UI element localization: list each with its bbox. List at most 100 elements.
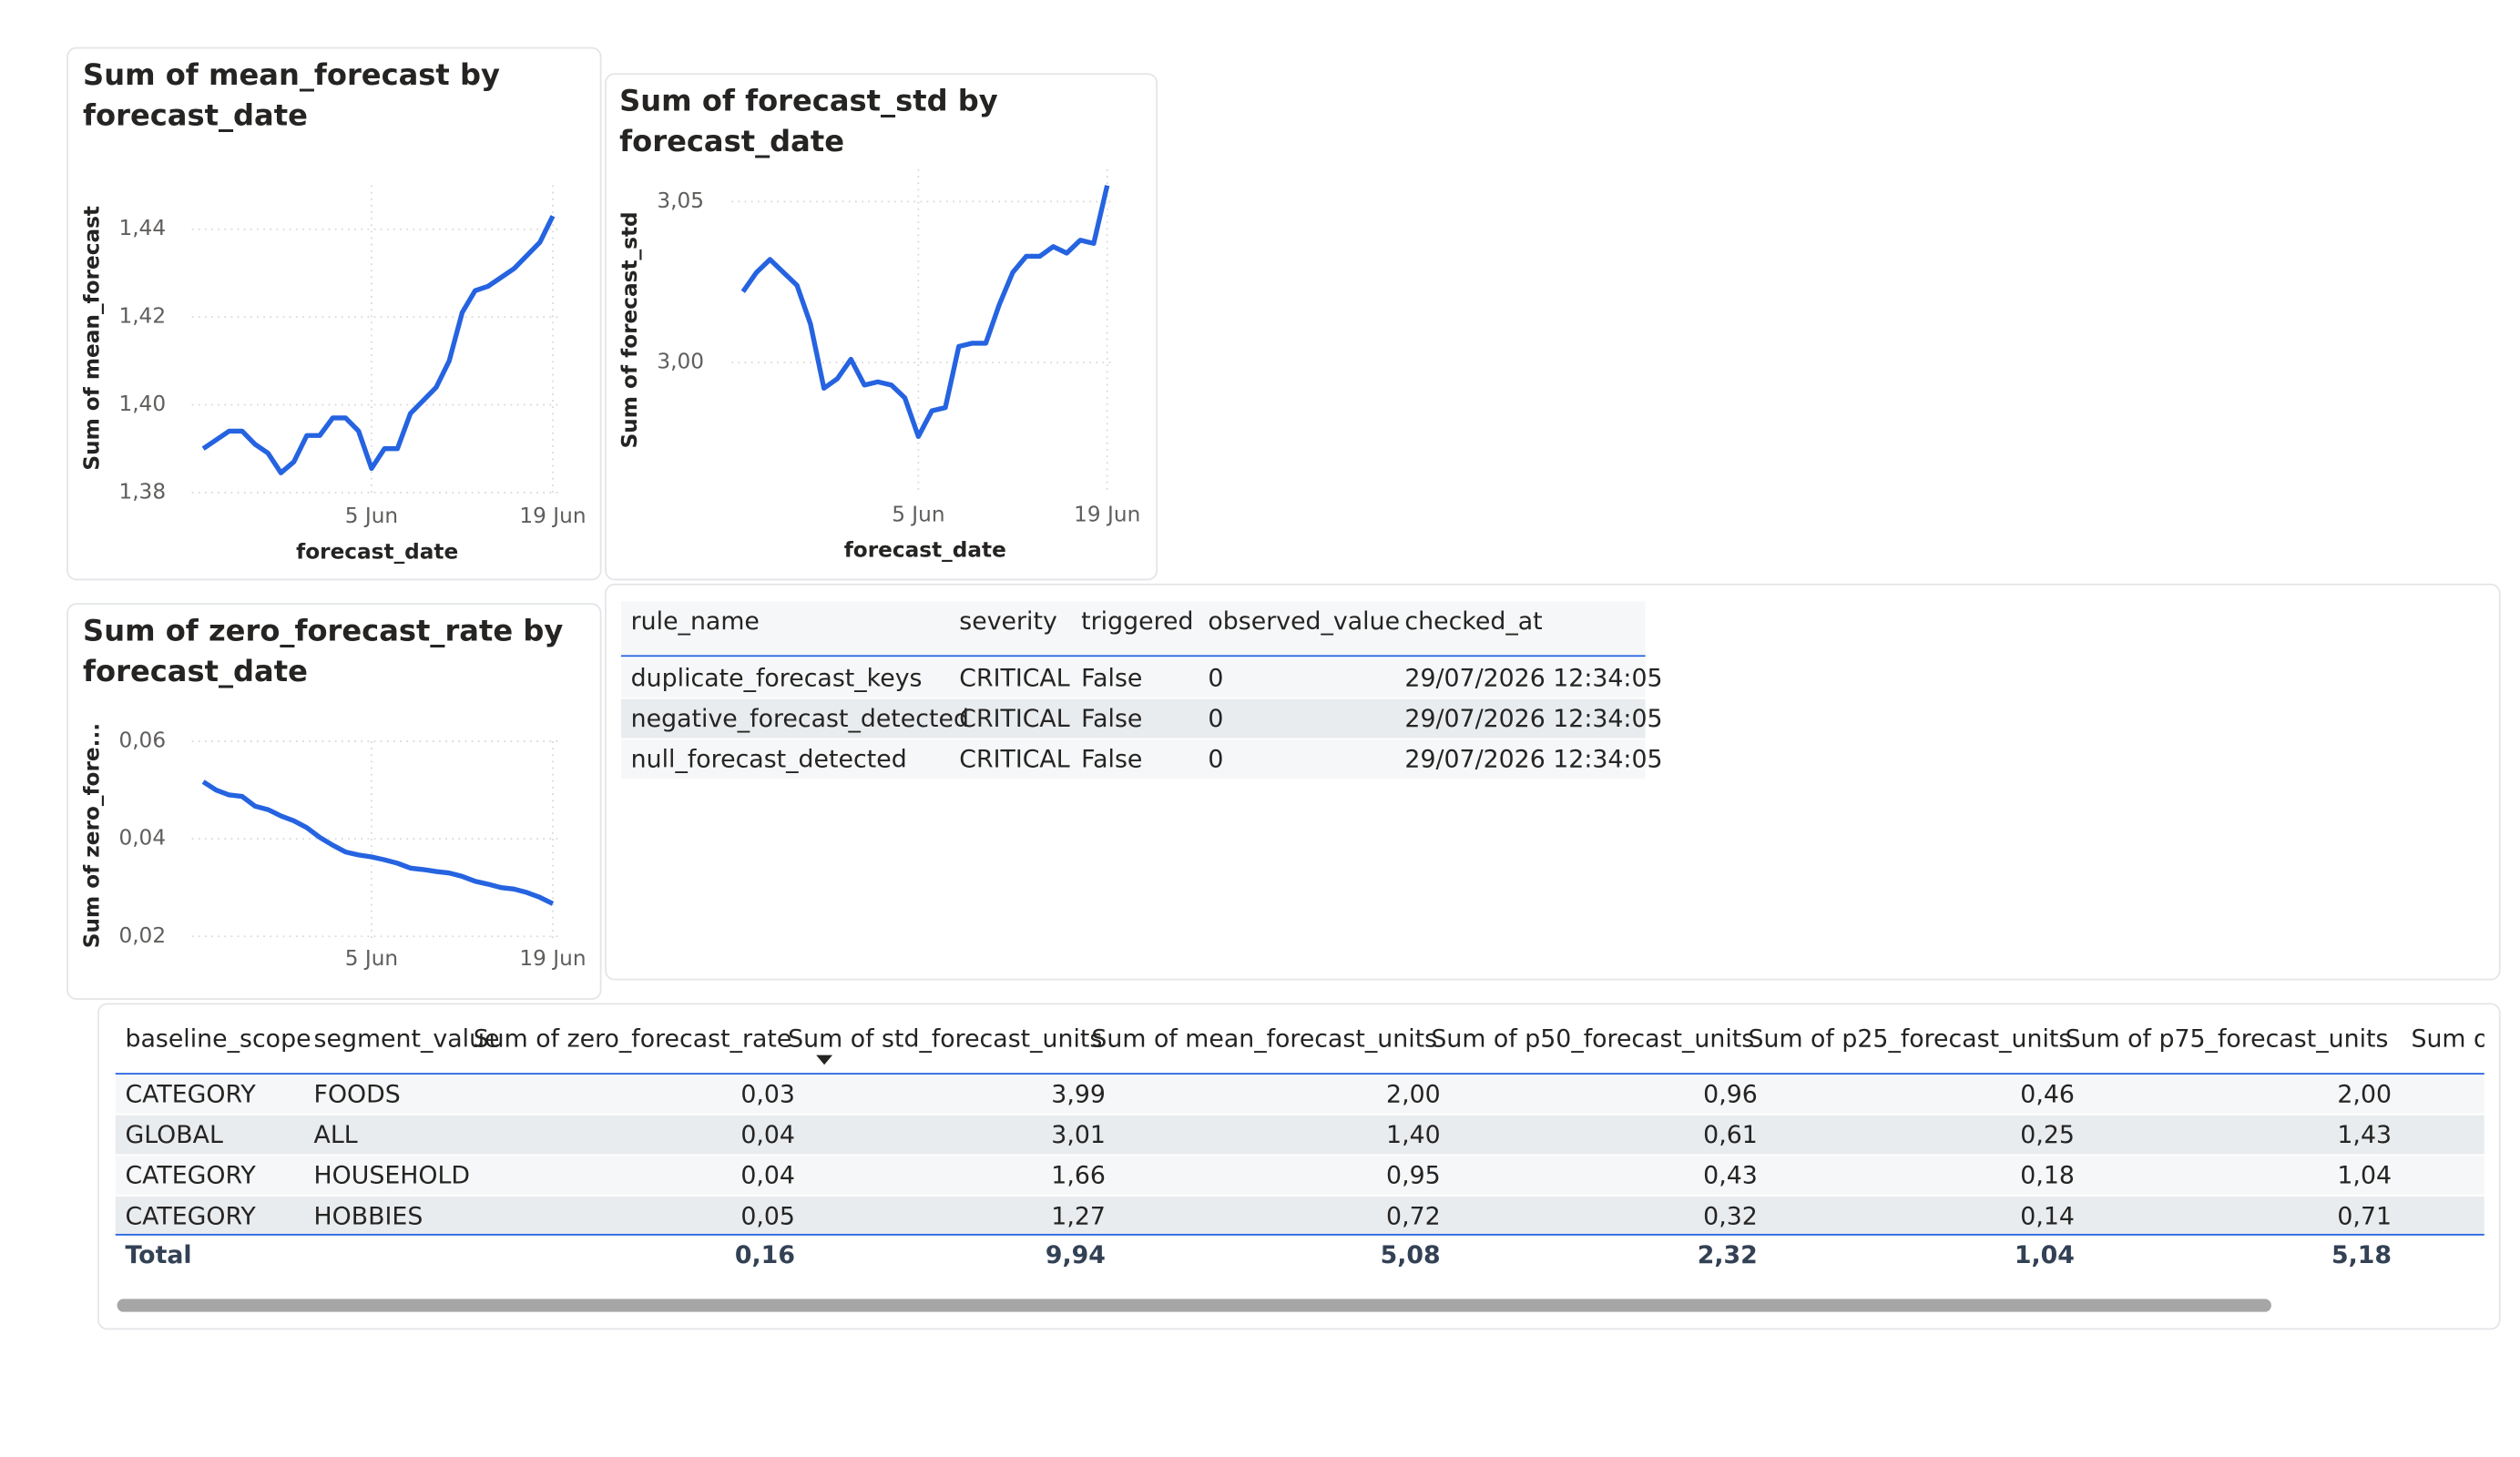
header-rule: [620, 655, 1646, 657]
table-cell: FOODS: [313, 1079, 401, 1109]
table-cell: 1,04: [2337, 1160, 2392, 1190]
total-cell: 2,32: [1697, 1240, 1758, 1270]
table-cell: 0,32: [1703, 1201, 1758, 1231]
total-cell: 5,08: [1380, 1240, 1441, 1270]
table-cell: 0,04: [740, 1120, 795, 1150]
total-cell: 1,04: [2014, 1240, 2075, 1270]
table-cell: 0,95: [1386, 1160, 1441, 1190]
table-cell: 0,61: [1703, 1120, 1758, 1150]
chart-title: Sum of forecast_std by forecast_date: [619, 84, 998, 159]
y-tick-label: 1,40: [118, 392, 166, 416]
column-header: triggered: [1081, 606, 1194, 637]
table-cell: 2,00: [1386, 1079, 1441, 1109]
header-bg: [620, 601, 1646, 656]
table-cell: HOBBIES: [313, 1201, 423, 1231]
table-cell: 0,05: [740, 1201, 795, 1231]
row-bg: [115, 1075, 2484, 1114]
table-cell: 3,99: [1051, 1079, 1106, 1109]
chart-title: Sum of mean_forecast by forecast_date: [83, 58, 500, 134]
chart-panel: [66, 603, 602, 1000]
chart-panel: [66, 46, 602, 581]
x-tick-label: 5 Jun: [345, 504, 398, 528]
y-tick-label: 1,44: [118, 216, 166, 240]
column-header: Sum of mean_forecast_units: [1091, 1024, 1438, 1054]
column-header: Sum of std_forecast_units: [788, 1024, 1103, 1054]
y-tick-label: 0,02: [118, 923, 166, 948]
table-cell: 0,96: [1703, 1079, 1758, 1109]
table-cell: 29/07/2026 12:34:05: [1404, 703, 1663, 734]
table-cell: 0: [1208, 663, 1224, 693]
table-cell: 0,43: [1703, 1160, 1758, 1190]
table-cell: CATEGORY: [125, 1079, 256, 1109]
y-tick-label: 3,05: [657, 188, 704, 213]
column-header: Sum of zero_forecast_rate: [473, 1024, 792, 1054]
x-axis-title: forecast_date: [296, 539, 458, 564]
chart-panel: [605, 73, 1158, 581]
scrollbar[interactable]: [117, 1299, 2271, 1312]
column-header: rule_name: [630, 606, 760, 637]
column-header: Sum of p75_forecast_units: [2065, 1024, 2389, 1054]
row-bg: [620, 739, 1646, 779]
y-axis-title: Sum of zero_fore...: [79, 723, 104, 948]
table-cell: GLOBAL: [125, 1120, 223, 1150]
table-cell: CRITICAL: [959, 703, 1070, 734]
row-bg: [620, 698, 1646, 739]
x-tick-label: 5 Jun: [892, 502, 944, 526]
x-tick-label: 5 Jun: [345, 946, 398, 971]
table-cell: 0,14: [2020, 1201, 2075, 1231]
total-cell: 0,16: [734, 1240, 795, 1270]
column-header: checked_at: [1404, 606, 1543, 637]
y-tick-label: 1,42: [118, 304, 166, 329]
total-rule: [115, 1233, 2484, 1236]
table-cell: 29/07/2026 12:34:05: [1404, 744, 1663, 774]
x-tick-label: 19 Jun: [519, 504, 586, 528]
x-tick-label: 19 Jun: [519, 946, 586, 971]
column-header: segment_value: [313, 1024, 500, 1054]
y-tick-label: 0,06: [118, 728, 166, 753]
table-cell: ALL: [313, 1120, 358, 1150]
table-cell: CATEGORY: [125, 1160, 256, 1190]
line: [201, 215, 556, 475]
table-cell: null_forecast_detected: [630, 744, 907, 774]
table-cell: 0,03: [740, 1079, 795, 1109]
table-cell: 0: [1208, 744, 1224, 774]
table-cell: False: [1081, 663, 1143, 693]
table-cell: CRITICAL: [959, 663, 1070, 693]
table-cell: 1,43: [2337, 1120, 2392, 1150]
total-label: Total: [125, 1240, 192, 1270]
table-cell: 0,46: [2020, 1079, 2075, 1109]
sort-arrow: [816, 1055, 833, 1065]
table-cell: HOUSEHOLD: [313, 1160, 471, 1190]
y-tick-label: 1,38: [118, 479, 166, 504]
table-cell: negative_forecast_detected: [630, 703, 970, 734]
table-cell: 1,66: [1051, 1160, 1106, 1190]
table-cell: CATEGORY: [125, 1201, 256, 1231]
row-bg: [620, 658, 1646, 698]
column-header: severity: [959, 606, 1057, 637]
line: [201, 779, 555, 906]
column-header: Sum o: [2411, 1024, 2484, 1054]
y-tick-label: 0,04: [118, 826, 166, 851]
table-cell: 29/07/2026 12:34:05: [1404, 663, 1663, 693]
table-cell: 0,25: [2020, 1120, 2075, 1150]
table-cell: 2,00: [2337, 1079, 2392, 1109]
table-cell: 0,71: [2337, 1201, 2392, 1231]
chart-title: Sum of zero_forecast_rate by forecast_da…: [83, 614, 564, 689]
table-cell: 1,40: [1386, 1120, 1441, 1150]
column-header: Sum of p25_forecast_units: [1748, 1024, 2072, 1054]
total-cell: 9,94: [1045, 1240, 1106, 1270]
row-bg: [115, 1196, 2484, 1236]
table-cell: 1,27: [1051, 1201, 1106, 1231]
column-header: Sum of p50_forecast_units: [1431, 1024, 1755, 1054]
column-header: observed_value: [1208, 606, 1401, 637]
table-cell: 3,01: [1051, 1120, 1106, 1150]
x-tick-label: 19 Jun: [1074, 502, 1140, 526]
line: [740, 185, 1110, 440]
row-bg: [115, 1156, 2484, 1196]
y-tick-label: 3,00: [657, 350, 704, 374]
row-bg: [115, 1115, 2484, 1155]
table-cell: 0,04: [740, 1160, 795, 1190]
total-cell: 5,18: [2331, 1240, 2392, 1270]
table-cell: False: [1081, 703, 1143, 734]
